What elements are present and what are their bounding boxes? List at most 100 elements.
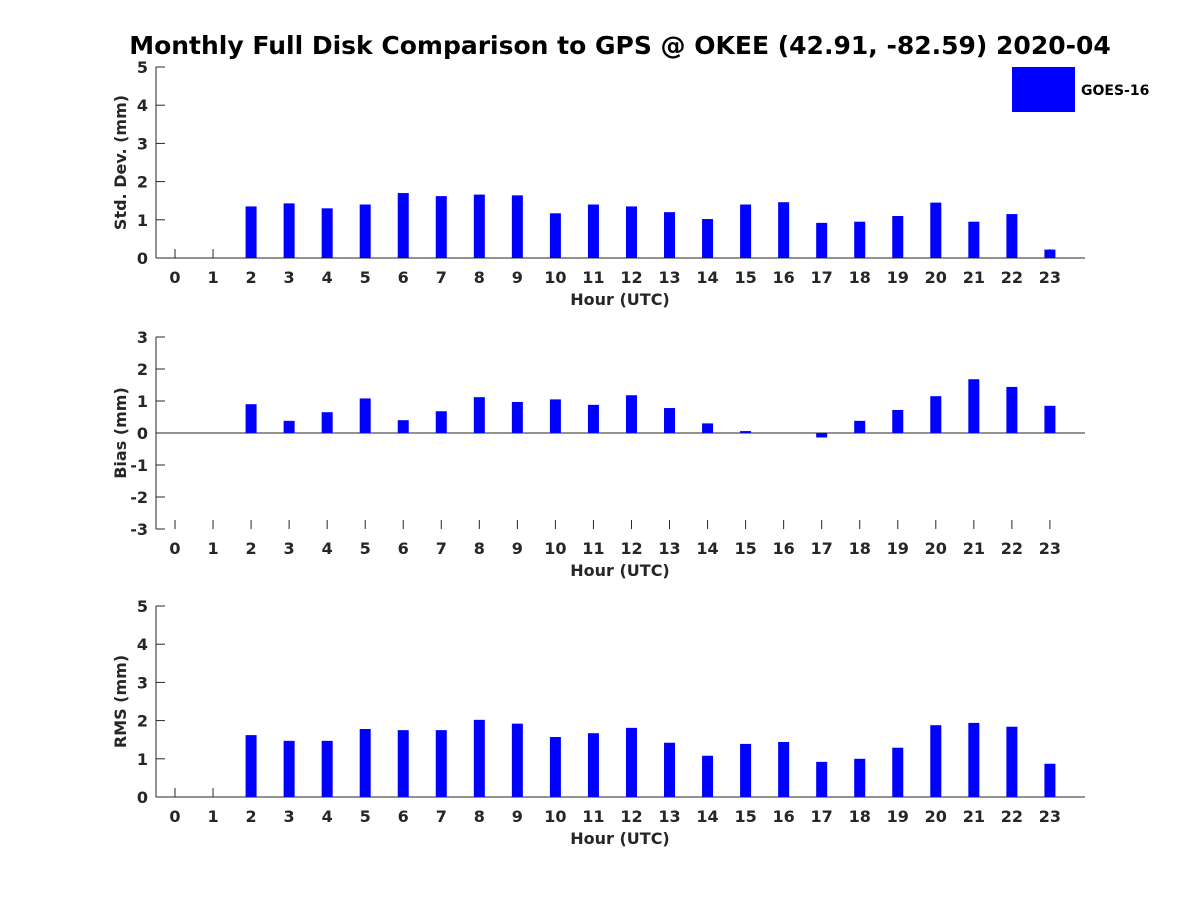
y-tick-label: 0 — [137, 249, 148, 268]
bar — [968, 722, 980, 797]
legend: GOES-16 — [1012, 67, 1149, 112]
bar — [283, 420, 295, 433]
x-tick-label: 3 — [284, 807, 295, 826]
bar — [245, 404, 257, 433]
x-tick-label: 20 — [925, 539, 947, 558]
bar — [321, 740, 333, 797]
bar — [1006, 386, 1018, 433]
bar — [359, 398, 371, 433]
bar — [892, 409, 904, 433]
y-tick-label: 4 — [137, 96, 148, 115]
y-tick-label: 1 — [137, 392, 148, 411]
x-tick-label: 3 — [284, 539, 295, 558]
bar — [892, 747, 904, 797]
y-axis-label: Bias (mm) — [111, 387, 130, 479]
bar — [473, 719, 485, 797]
x-tick-label: 14 — [696, 268, 718, 287]
bar — [702, 423, 714, 433]
bar — [1006, 726, 1018, 797]
x-tick-label: 23 — [1039, 268, 1061, 287]
y-tick-label: 2 — [137, 712, 148, 731]
x-tick-label: 0 — [169, 539, 180, 558]
x-tick-label: 19 — [887, 268, 909, 287]
x-tick-label: 21 — [963, 807, 985, 826]
bar — [435, 730, 447, 797]
bar — [1044, 249, 1056, 258]
x-tick-label: 7 — [436, 268, 447, 287]
bar — [664, 212, 676, 258]
bar — [397, 730, 409, 797]
y-tick-label: -3 — [130, 520, 148, 539]
x-tick-label: 6 — [398, 268, 409, 287]
x-tick-label: 6 — [398, 539, 409, 558]
bar — [740, 431, 752, 433]
bar — [778, 741, 790, 797]
bar — [359, 204, 371, 258]
x-tick-label: 3 — [284, 268, 295, 287]
x-tick-label: 1 — [207, 539, 218, 558]
x-tick-label: 14 — [696, 539, 718, 558]
x-tick-label: 12 — [620, 268, 642, 287]
y-tick-label: 0 — [137, 788, 148, 807]
bar — [816, 433, 828, 438]
x-tick-label: 0 — [169, 268, 180, 287]
x-tick-label: 8 — [474, 807, 485, 826]
bar — [511, 195, 523, 258]
x-tick-label: 19 — [887, 539, 909, 558]
x-tick-label: 9 — [512, 539, 523, 558]
x-tick-label: 13 — [658, 268, 680, 287]
bar — [740, 743, 752, 797]
bar — [664, 742, 676, 797]
bar — [930, 396, 942, 433]
x-tick-label: 22 — [1001, 807, 1023, 826]
x-tick-label: 0 — [169, 807, 180, 826]
bar — [321, 208, 333, 258]
y-axis-label: Std. Dev. (mm) — [111, 95, 130, 230]
x-tick-label: 20 — [925, 807, 947, 826]
bar — [397, 193, 409, 258]
y-tick-label: 2 — [137, 173, 148, 192]
bar — [245, 206, 257, 258]
x-tick-label: 16 — [773, 807, 795, 826]
bar — [283, 740, 295, 797]
x-tick-label: 14 — [696, 807, 718, 826]
x-axis-label: Hour (UTC) — [570, 290, 670, 309]
bar — [625, 727, 637, 797]
x-tick-label: 15 — [734, 807, 756, 826]
x-tick-label: 2 — [246, 268, 257, 287]
x-tick-label: 21 — [963, 539, 985, 558]
bar — [587, 404, 599, 433]
x-tick-label: 13 — [658, 807, 680, 826]
bar — [549, 213, 561, 258]
bar — [283, 203, 295, 258]
x-tick-label: 13 — [658, 539, 680, 558]
x-tick-label: 4 — [322, 539, 333, 558]
x-axis-label: Hour (UTC) — [570, 561, 670, 580]
bar — [359, 729, 371, 797]
y-tick-label: -2 — [130, 488, 148, 507]
legend-label: GOES-16 — [1081, 83, 1149, 99]
x-tick-label: 8 — [474, 539, 485, 558]
bar — [511, 723, 523, 797]
bar — [587, 204, 599, 258]
bar — [968, 221, 980, 258]
y-tick-label: 1 — [137, 211, 148, 230]
bar — [854, 420, 866, 433]
x-tick-label: 9 — [512, 807, 523, 826]
bar — [1006, 214, 1018, 258]
x-tick-label: 9 — [512, 268, 523, 287]
y-tick-label: -1 — [130, 456, 148, 475]
bar — [473, 397, 485, 433]
bar — [816, 761, 828, 797]
x-tick-label: 4 — [322, 807, 333, 826]
bar — [245, 735, 257, 797]
bar — [549, 737, 561, 797]
bar — [511, 401, 523, 433]
x-tick-label: 18 — [849, 807, 871, 826]
x-tick-label: 20 — [925, 268, 947, 287]
bar — [473, 194, 485, 258]
x-tick-label: 22 — [1001, 268, 1023, 287]
bar — [702, 755, 714, 797]
